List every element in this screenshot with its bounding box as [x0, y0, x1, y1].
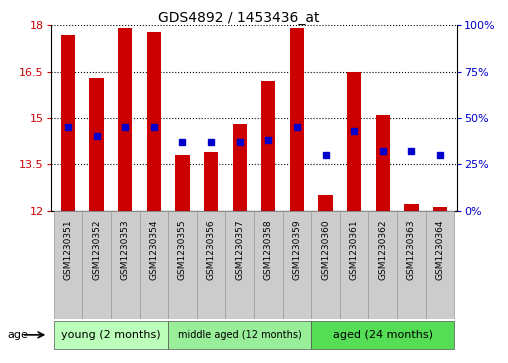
Bar: [426, 211, 454, 319]
Text: age: age: [8, 330, 28, 340]
Text: GSM1230360: GSM1230360: [321, 219, 330, 280]
Bar: [140, 211, 168, 319]
Bar: [375, 115, 390, 211]
Text: aged (24 months): aged (24 months): [333, 330, 433, 340]
Text: GSM1230364: GSM1230364: [435, 219, 444, 280]
Bar: [254, 211, 282, 319]
Bar: [61, 35, 75, 211]
Text: GSM1230362: GSM1230362: [378, 219, 387, 280]
Text: GSM1230358: GSM1230358: [264, 219, 273, 280]
Bar: [433, 207, 447, 211]
Bar: [175, 155, 189, 211]
Bar: [282, 211, 311, 319]
Bar: [54, 211, 82, 319]
Bar: [54, 321, 168, 349]
Text: GSM1230354: GSM1230354: [149, 219, 158, 280]
Text: GSM1230353: GSM1230353: [121, 219, 130, 280]
Text: middle aged (12 months): middle aged (12 months): [178, 330, 302, 340]
Text: GSM1230352: GSM1230352: [92, 219, 101, 280]
Bar: [319, 195, 333, 211]
Bar: [311, 321, 454, 349]
Bar: [168, 321, 311, 349]
Bar: [226, 211, 254, 319]
Bar: [311, 211, 340, 319]
Bar: [89, 78, 104, 211]
Bar: [233, 124, 247, 211]
Text: GSM1230359: GSM1230359: [293, 219, 301, 280]
Bar: [368, 211, 397, 319]
Text: GSM1230355: GSM1230355: [178, 219, 187, 280]
Text: GSM1230361: GSM1230361: [350, 219, 359, 280]
Text: GSM1230351: GSM1230351: [64, 219, 73, 280]
Text: young (2 months): young (2 months): [61, 330, 161, 340]
Text: GSM1230356: GSM1230356: [207, 219, 215, 280]
Bar: [82, 211, 111, 319]
Text: GSM1230357: GSM1230357: [235, 219, 244, 280]
Bar: [261, 81, 275, 211]
Bar: [111, 211, 140, 319]
Text: GDS4892 / 1453436_at: GDS4892 / 1453436_at: [158, 11, 320, 25]
Bar: [118, 29, 133, 211]
Text: GSM1230363: GSM1230363: [407, 219, 416, 280]
Bar: [340, 211, 368, 319]
Bar: [397, 211, 426, 319]
Bar: [404, 204, 419, 211]
Bar: [147, 32, 161, 211]
Bar: [168, 211, 197, 319]
Bar: [290, 29, 304, 211]
Bar: [204, 152, 218, 211]
Bar: [347, 72, 361, 211]
Bar: [197, 211, 226, 319]
